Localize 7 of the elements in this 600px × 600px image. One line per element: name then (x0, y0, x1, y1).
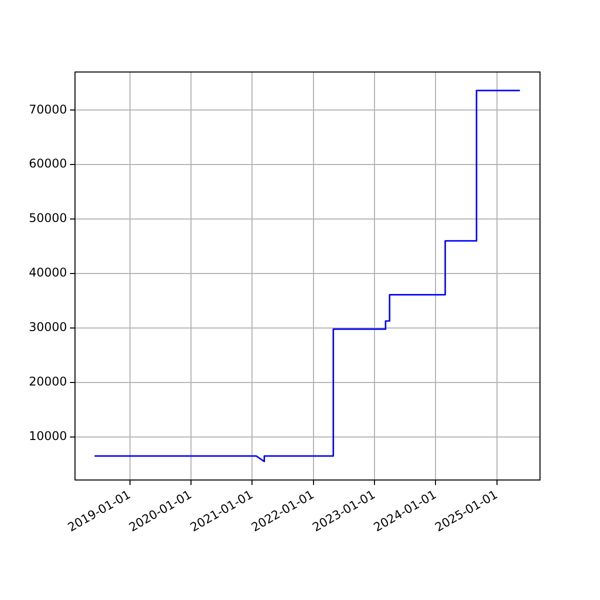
y-tick-label: 40000 (28, 266, 67, 280)
y-tick-label: 10000 (28, 429, 67, 444)
y-tick-label: 30000 (28, 320, 67, 334)
y-tick-label: 50000 (28, 211, 67, 226)
y-tick-label: 20000 (28, 374, 67, 389)
y-tick-label: 70000 (28, 102, 67, 116)
y-tick-label: 60000 (28, 156, 67, 171)
